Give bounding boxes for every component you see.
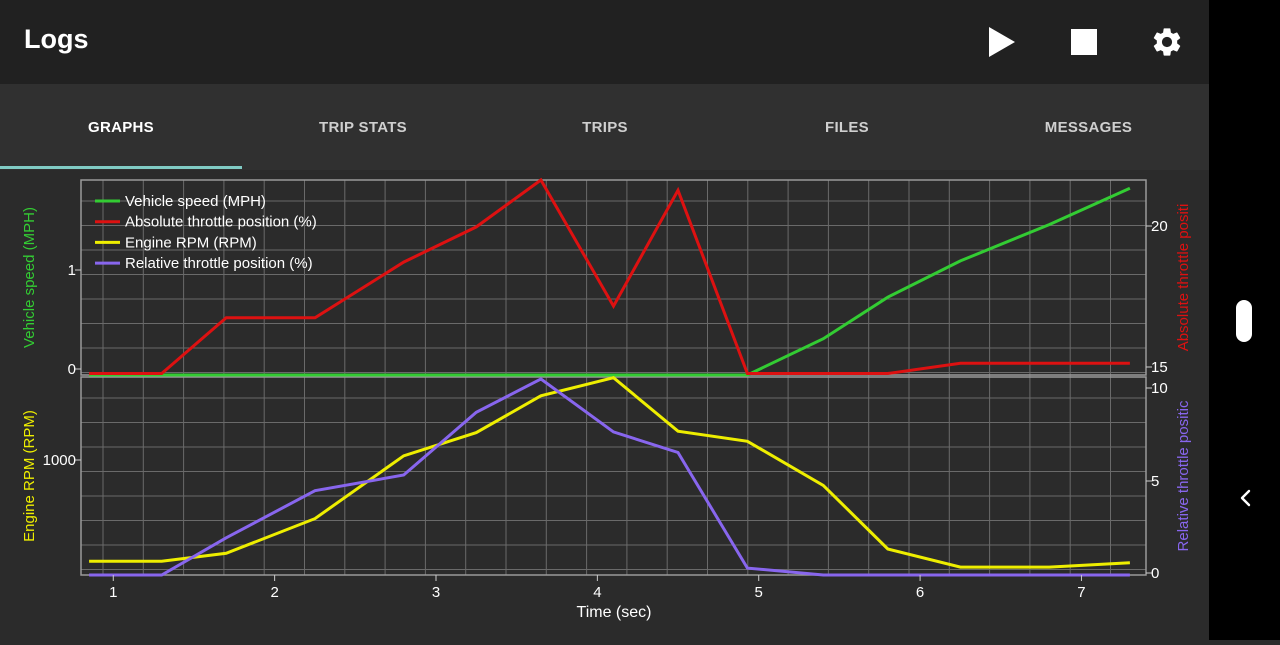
legend-label: Engine RPM (RPM) (125, 234, 257, 251)
x-tick-label: 1 (109, 584, 117, 601)
settings-button[interactable] (1147, 22, 1187, 62)
x-tick-label: 2 (270, 584, 278, 601)
x-tick-label: 5 (755, 584, 763, 601)
legend-label: Absolute throttle position (%) (125, 214, 317, 231)
series-line (89, 177, 1130, 375)
y-tick-label-left: 0 (68, 361, 76, 378)
y-tick-label-left: 1 (68, 262, 76, 279)
y-tick-label-right: 20 (1151, 218, 1168, 235)
nav-home-pill[interactable] (1236, 300, 1252, 342)
y-tick-label-right: 10 (1151, 380, 1168, 397)
x-tick-label: 6 (916, 584, 924, 601)
app-bar: Logs (0, 0, 1209, 84)
app-title: Logs (24, 24, 89, 54)
y-tick-label-left: 1000 (43, 452, 76, 469)
y-axis-title-left: Engine RPM (RPM) (21, 410, 38, 542)
tab-graphs[interactable]: GRAPHS (88, 118, 154, 136)
play-button[interactable] (981, 22, 1021, 62)
series-line (89, 186, 1131, 377)
tab-bar: GRAPHS TRIP STATS TRIPS FILES MESSAGES (0, 84, 1209, 170)
y-tick-label-right: 15 (1151, 359, 1168, 376)
y-axis-title-right: Relative throttle positic (1175, 400, 1192, 551)
legend-label: Vehicle speed (MPH) (125, 193, 266, 210)
y-tick-label-right: 0 (1151, 565, 1159, 582)
settings-gear-icon (1153, 28, 1181, 56)
stop-button[interactable] (1064, 22, 1104, 62)
legend: Vehicle speed (MPH) Absolute throttle pos… (95, 193, 317, 272)
y-axis-title-left: Vehicle speed (MPH) (21, 207, 38, 348)
y-axis-title-right: Absolute throttle positi (1175, 204, 1192, 352)
tab-trips[interactable]: TRIPS (582, 118, 628, 136)
tab-messages[interactable]: MESSAGES (1044, 118, 1133, 136)
series-line (89, 377, 1130, 577)
legend-label: Relative throttle position (%) (125, 255, 313, 272)
stop-icon (1071, 29, 1097, 55)
x-tick-label: 7 (1077, 584, 1085, 601)
chart-area: 0 1 15 20 Vehicle speed (MPH) Absolute thrott… (0, 170, 1209, 640)
x-tick-label: 3 (432, 584, 440, 601)
x-axis-title: Time (sec) (577, 604, 652, 621)
play-icon (989, 27, 1015, 57)
tab-trip-stats[interactable]: TRIP STATS (318, 118, 407, 136)
series-line (89, 376, 1130, 569)
tab-files[interactable]: FILES (824, 118, 869, 136)
back-chevron-icon[interactable] (1234, 485, 1256, 511)
active-tab-indicator (0, 166, 242, 169)
y-tick-label-right: 5 (1151, 473, 1159, 490)
x-tick-label: 4 (593, 584, 601, 601)
